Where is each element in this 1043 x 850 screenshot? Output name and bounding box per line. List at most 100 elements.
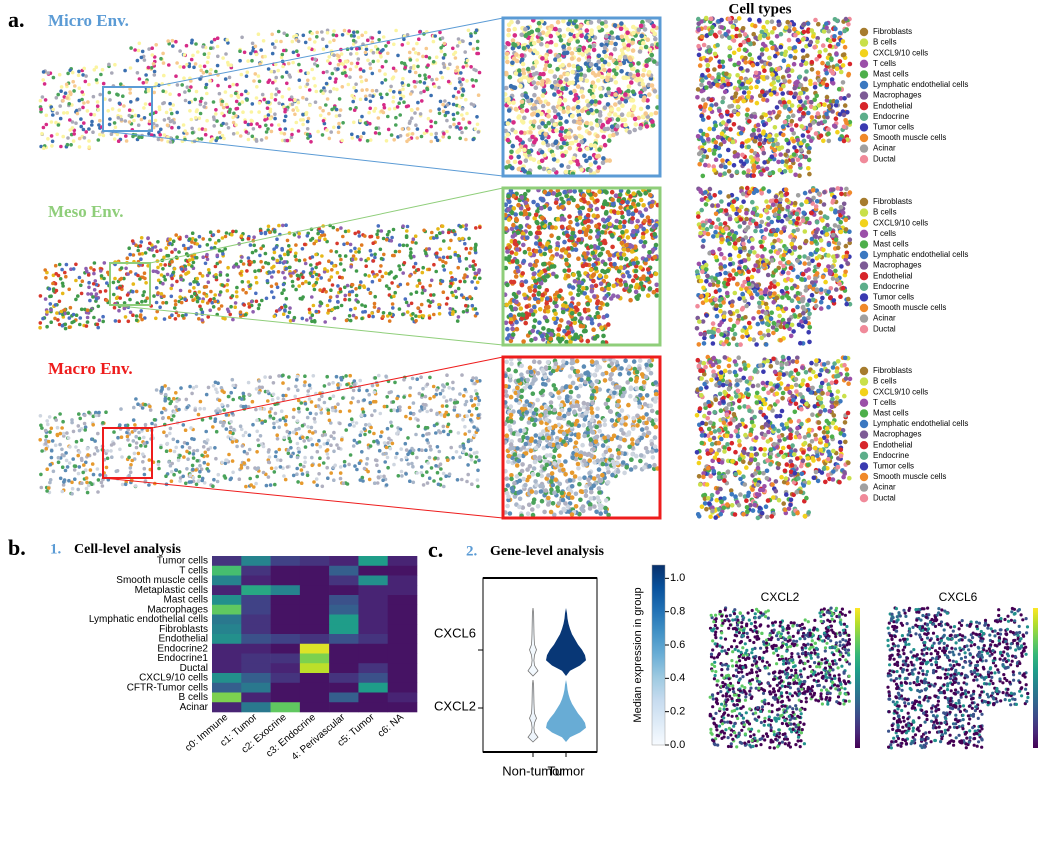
cell-dot bbox=[599, 42, 604, 48]
cell-dot bbox=[305, 127, 310, 131]
cell-dot bbox=[800, 86, 806, 92]
cell-dot bbox=[435, 255, 439, 259]
cell-dot bbox=[289, 274, 293, 278]
cell-dot bbox=[216, 54, 220, 59]
legend-swatch bbox=[859, 155, 869, 164]
cell-dot bbox=[185, 271, 189, 276]
cell-dot bbox=[653, 242, 659, 248]
cell-dot bbox=[391, 66, 396, 71]
cell-dot bbox=[251, 310, 255, 314]
cell-dot bbox=[208, 297, 213, 302]
cell-dot bbox=[420, 270, 425, 275]
cell-dot bbox=[559, 163, 564, 168]
cell-dot bbox=[165, 272, 170, 277]
cell-dot bbox=[378, 92, 383, 97]
cell-dot bbox=[715, 134, 721, 140]
cell-dot bbox=[189, 41, 194, 45]
cell-dot bbox=[370, 279, 375, 284]
cell-dot bbox=[771, 76, 777, 81]
cell-dot bbox=[139, 236, 144, 240]
cell-dot bbox=[197, 290, 202, 294]
cell-dot bbox=[462, 276, 466, 280]
cell-dot bbox=[301, 270, 306, 274]
cell-dot bbox=[155, 249, 159, 253]
cell-dot bbox=[386, 114, 390, 119]
cell-dot bbox=[131, 253, 136, 257]
cell-dot bbox=[315, 262, 320, 266]
cell-dot bbox=[638, 239, 644, 244]
legend-swatch bbox=[859, 112, 869, 122]
cell-dot bbox=[548, 33, 554, 39]
cell-dot bbox=[465, 111, 469, 116]
cell-dot bbox=[592, 84, 598, 89]
cell-dot bbox=[772, 125, 778, 130]
cell-dot bbox=[199, 137, 204, 141]
cell-dot bbox=[266, 113, 271, 117]
cell-dot bbox=[470, 303, 475, 308]
cell-dot bbox=[414, 290, 419, 295]
cell-dot bbox=[49, 134, 54, 138]
cell-dot bbox=[521, 74, 527, 80]
cell-dot bbox=[613, 80, 619, 85]
cell-dot bbox=[649, 112, 654, 117]
cell-dot bbox=[805, 53, 810, 58]
cell-dot bbox=[243, 313, 248, 317]
cell-dot bbox=[417, 314, 422, 319]
cell-dot bbox=[64, 262, 69, 267]
cell-dot bbox=[390, 281, 394, 285]
cell-dot bbox=[792, 85, 797, 91]
cell-dot bbox=[127, 120, 132, 124]
cell-dot bbox=[650, 119, 655, 124]
cell-dot bbox=[284, 223, 288, 227]
cell-dot bbox=[287, 244, 291, 248]
cell-dot bbox=[613, 102, 618, 107]
cell-dot bbox=[523, 320, 528, 326]
cell-dot bbox=[161, 51, 165, 56]
cell-dot bbox=[719, 17, 724, 23]
cell-dot bbox=[448, 62, 452, 66]
cell-dot bbox=[610, 197, 615, 202]
cell-dot bbox=[536, 38, 541, 44]
cell-dot bbox=[757, 93, 763, 98]
cell-dot bbox=[787, 46, 792, 51]
cell-dot bbox=[141, 293, 145, 298]
cell-dot bbox=[233, 91, 238, 96]
cell-dot bbox=[588, 121, 594, 126]
cell-dot bbox=[78, 322, 82, 327]
cell-dot bbox=[602, 49, 607, 55]
cell-dot bbox=[575, 39, 580, 44]
cell-dot bbox=[451, 46, 455, 51]
cell-dot bbox=[782, 78, 787, 83]
cell-dot bbox=[254, 291, 258, 296]
cell-dot bbox=[743, 60, 748, 65]
cell-dot bbox=[252, 243, 256, 248]
cell-dot bbox=[247, 305, 252, 309]
cell-dot bbox=[355, 47, 359, 51]
cell-dot bbox=[697, 161, 702, 167]
cell-dot bbox=[257, 303, 262, 307]
cell-dot bbox=[67, 325, 72, 330]
cell-dot bbox=[71, 79, 75, 84]
cell-dot bbox=[310, 67, 315, 72]
cell-dot bbox=[511, 56, 517, 61]
cell-dot bbox=[98, 289, 103, 294]
cell-dot bbox=[377, 278, 382, 283]
cell-dot bbox=[99, 72, 103, 77]
cell-dot bbox=[87, 145, 91, 149]
cell-dot bbox=[377, 131, 382, 136]
cell-dot bbox=[188, 282, 193, 286]
cell-dot bbox=[136, 123, 141, 127]
cell-dot bbox=[271, 256, 275, 261]
cell-dot bbox=[470, 78, 475, 82]
cell-dot bbox=[507, 74, 513, 80]
cell-dot bbox=[590, 70, 596, 76]
cell-dot bbox=[761, 150, 767, 156]
cell-dot bbox=[227, 84, 232, 89]
cell-dot bbox=[327, 278, 332, 282]
cell-dot bbox=[199, 68, 203, 73]
cell-dot bbox=[432, 236, 436, 240]
cell-dot bbox=[515, 19, 521, 25]
cell-dot bbox=[453, 277, 458, 282]
cell-dot bbox=[734, 26, 739, 32]
cell-dot bbox=[576, 112, 582, 118]
